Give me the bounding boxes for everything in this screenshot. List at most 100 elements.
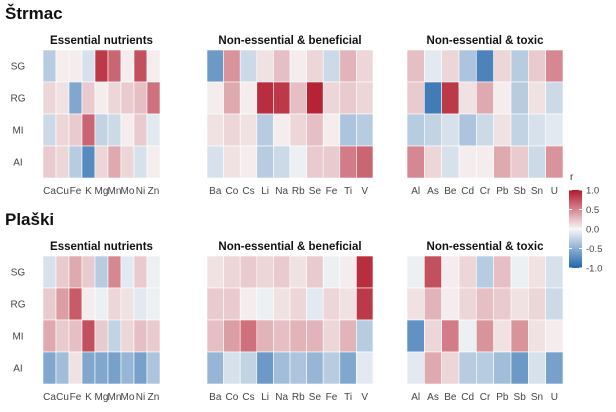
x-tick-label: K <box>85 392 92 403</box>
color-legend: r 1.0 0.5 0.0 -0.5 -1.0 <box>569 172 602 275</box>
legend-tick-label: -0.5 <box>586 244 602 255</box>
heatmap-cell <box>289 255 307 289</box>
heatmap-cell <box>441 81 460 115</box>
heatmap-cell <box>256 49 274 83</box>
heatmap-cell <box>42 81 57 115</box>
heatmap-cell <box>476 113 494 147</box>
heatmap-cell <box>322 49 341 83</box>
heatmap-cell <box>339 351 357 385</box>
y-tick-label: AI <box>13 158 22 169</box>
heatmap-cell <box>322 319 341 353</box>
heatmap-cell <box>42 255 57 289</box>
x-tick-label: As <box>427 186 439 197</box>
x-tick-label: Sb <box>514 392 527 403</box>
heatmap-cell <box>133 113 148 147</box>
heatmap-cell <box>339 255 357 289</box>
x-tick-label: Mg <box>95 186 109 197</box>
heatmap-cell <box>55 113 70 147</box>
heatmap-cell <box>42 113 57 147</box>
heatmap-cell <box>256 145 274 179</box>
heatmap-cell <box>133 287 148 321</box>
heatmap-cell <box>94 319 109 353</box>
heatmap-cell <box>120 81 135 115</box>
x-tick-label: Cu <box>56 186 69 197</box>
heatmap-cell <box>273 145 291 179</box>
heatmap-cell <box>528 49 546 83</box>
x-tick-label: Li <box>261 392 269 403</box>
heatmap-cell <box>81 49 96 83</box>
legend-tick-label: 0.0 <box>586 225 599 236</box>
heatmap-cell <box>406 255 425 289</box>
legend-colorbar <box>569 190 582 268</box>
heatmap-cell <box>206 145 224 179</box>
x-tick-label: Zn <box>148 392 160 403</box>
heatmap-cell <box>493 145 512 179</box>
heatmap-cell <box>458 287 477 321</box>
x-tick-label: Fe <box>70 186 82 197</box>
heatmap-cell <box>528 319 546 353</box>
heatmap-cell <box>133 81 148 115</box>
heatmap-cell <box>545 319 564 353</box>
heatmap-cell <box>68 49 83 83</box>
x-tick-label: Be <box>444 186 457 197</box>
heatmap-cell <box>528 145 546 179</box>
heatmap-cell <box>107 319 122 353</box>
x-tick-label: Pb <box>496 186 509 197</box>
heatmap-cell <box>107 255 122 289</box>
x-tick-label: Sb <box>514 186 527 197</box>
x-tick-label: Se <box>309 186 322 197</box>
heatmap-cell <box>306 255 324 289</box>
heatmap-cell <box>424 255 442 289</box>
panel-title: Essential nutrients <box>50 35 153 47</box>
x-tick-label: Fe <box>326 392 338 403</box>
heatmap-cell <box>146 81 161 115</box>
x-tick-label: Ca <box>43 186 56 197</box>
heatmap-cell <box>322 113 341 147</box>
heatmap-cell <box>223 287 241 321</box>
x-tick-label: Mg <box>95 392 109 403</box>
heatmap-cell <box>441 351 460 385</box>
x-tick-label: Pb <box>496 392 509 403</box>
heatmap-cell <box>223 81 241 115</box>
heatmap-cell <box>223 145 241 179</box>
heatmap-cell <box>239 351 258 385</box>
heatmap-cell <box>289 113 307 147</box>
heatmap-cell <box>55 145 70 179</box>
x-tick-label: Cd <box>461 392 474 403</box>
heatmap-cell <box>68 319 83 353</box>
panel-title: Non-essential & toxic <box>427 241 545 253</box>
heatmap-cell <box>133 319 148 353</box>
heatmap-cell <box>206 49 224 83</box>
heatmap-cell <box>424 113 442 147</box>
heatmap-panel: Essential nutrients Ca Cu Fe K Mg Mn Mo Ni Zn SG RG… <box>11 35 161 197</box>
heatmap-cell <box>424 81 442 115</box>
heatmap-cell <box>273 351 291 385</box>
heatmap-cell <box>120 287 135 321</box>
heatmap-cell <box>476 287 494 321</box>
heatmap-cell <box>273 255 291 289</box>
y-tick-label: SG <box>11 268 26 279</box>
heatmap-cell <box>42 145 57 179</box>
x-tick-label: Ti <box>344 392 352 403</box>
heatmap-cell <box>356 81 374 115</box>
heatmap-cell <box>206 287 224 321</box>
x-tick-label: Cr <box>480 392 491 403</box>
heatmap-cell <box>42 319 57 353</box>
x-tick-label: Mn <box>108 186 122 197</box>
heatmap-cell <box>528 287 546 321</box>
heatmap-cell <box>133 49 148 83</box>
x-tick-label: U <box>551 186 558 197</box>
heatmap-cell <box>55 287 70 321</box>
heatmap-cell <box>256 255 274 289</box>
heatmap-cell <box>322 351 341 385</box>
heatmap-cell <box>476 81 494 115</box>
heatmap-cell <box>81 351 96 385</box>
x-tick-label: Cd <box>461 186 474 197</box>
heatmap-cell <box>256 351 274 385</box>
heatmap-panel: Non-essential & toxic Al As Be Cd Cr Pb Sb Sn U <box>406 35 564 197</box>
heatmap-cell <box>493 49 512 83</box>
heatmap-cell <box>273 49 291 83</box>
heatmap-cell <box>528 351 546 385</box>
heatmap-cell <box>42 49 57 83</box>
